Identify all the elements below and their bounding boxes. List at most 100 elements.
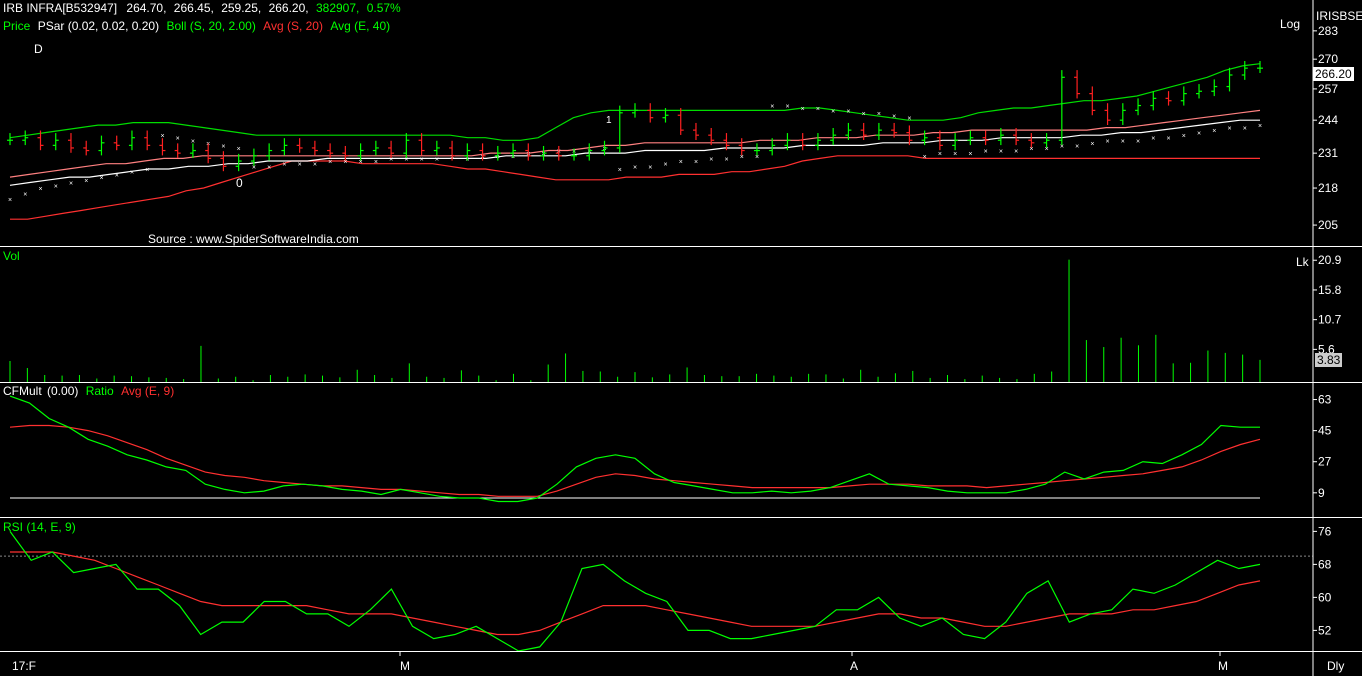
ohlc-bar-75 [1150, 91, 1157, 111]
psar-dot-55: × [846, 108, 850, 115]
boll-lower-line [10, 155, 1260, 220]
ohlc-bar-56 [860, 122, 867, 141]
legend-boll: Boll (S, 20, 2.00) [166, 19, 256, 33]
psar-dot-15: × [237, 146, 241, 153]
ohlc-bar-36 [555, 145, 562, 161]
ohlc-bar-13 [205, 143, 212, 164]
cfmult-tick-label-3: 63 [1318, 393, 1332, 407]
psar-dot-19: × [298, 162, 302, 169]
ohlc-bar-14 [220, 151, 227, 172]
volume-tick-label-3: 20.9 [1318, 253, 1342, 267]
ohlc-bar-3 [52, 133, 59, 151]
cfmult-pane [9, 395, 1261, 503]
ohlc-bar-74 [1135, 98, 1142, 116]
ohlc-bar-22 [342, 145, 349, 161]
psar-dot-48: × [740, 154, 744, 161]
ohlc-bar-39 [601, 140, 608, 156]
x-label-feb: 17:F [12, 659, 37, 673]
psar-dot-56: × [862, 111, 866, 118]
price-tick-label-4: 257 [1318, 82, 1338, 96]
symbol-label: IRB INFRA[B532947] [3, 1, 118, 15]
psar-dot-81: × [1243, 126, 1247, 133]
psar-dot-62: × [953, 151, 957, 158]
boll-upper-line [9, 63, 1261, 141]
psar-dot-68: × [1045, 146, 1049, 153]
psar-dot-5: × [84, 178, 88, 185]
psar-dot-40: × [618, 167, 622, 174]
psar-dot-61: × [938, 151, 942, 158]
psar-dot-1: × [23, 192, 27, 199]
psar-dot-10: × [160, 133, 164, 140]
cfmult-tick-label-1: 27 [1318, 455, 1332, 469]
psar-dot-20: × [313, 162, 317, 169]
psar-dot-50: × [770, 104, 774, 111]
psar-dot-69: × [1060, 143, 1064, 150]
ohlc-bar-28 [433, 140, 440, 156]
ohlc-bar-58 [891, 122, 898, 138]
ohlc-bar-52 [799, 133, 806, 151]
ohlc-bar-17 [266, 143, 273, 161]
psar-dot-12: × [191, 138, 195, 145]
psar-dot-82: × [1258, 123, 1262, 130]
open-value: 264.70, [126, 1, 167, 15]
period-label: Dly [1327, 659, 1345, 673]
ohlc-bar-27 [418, 133, 425, 156]
psar-dot-0: × [8, 197, 12, 204]
rsi-title: RSI (14, E, 9) [3, 520, 76, 534]
ohlc-bar-50 [769, 138, 776, 156]
rsi-tick-label-3: 76 [1318, 524, 1332, 538]
legend-avg-s: Avg (S, 20) [263, 19, 323, 33]
ohlc-bar-8 [128, 130, 135, 151]
psar-dot-44: × [679, 159, 683, 166]
ticker-label: IRISBSE [1316, 9, 1362, 23]
cfmult-tick-label-2: 45 [1318, 424, 1332, 438]
x-label-apr: A [850, 659, 859, 673]
ohlc-bar-72 [1104, 103, 1111, 126]
psar-dot-4: × [69, 181, 73, 188]
volume-tick-label-0: 5.6 [1318, 342, 1335, 356]
last-price-tag: 266.20 [1313, 67, 1354, 81]
rsi-line [9, 531, 1261, 652]
source-label: Source : www.SpiderSoftwareIndia.com [148, 232, 359, 246]
ohlc-bar-29 [449, 140, 456, 161]
ohlc-bar-26 [403, 133, 410, 158]
ohlc-bar-69 [1058, 70, 1065, 146]
cfm-param: (0.00) [47, 384, 79, 398]
ohlc-bar-64 [982, 130, 989, 146]
psar-dot-27: × [420, 156, 424, 163]
x-label-may: M [1218, 659, 1228, 673]
psar-dot-80: × [1228, 126, 1232, 133]
ohlc-bar-45 [692, 122, 699, 141]
price-tick-label-0: 205 [1318, 218, 1338, 232]
change-value: 0.57% [366, 1, 401, 15]
ohlc-bar-79 [1211, 79, 1218, 97]
ohlc-bar-0 [7, 133, 13, 146]
psar-dot-25: × [389, 156, 393, 163]
psar-dot-24: × [374, 159, 378, 166]
ohlc-bar-76 [1165, 91, 1172, 106]
psar-dot-28: × [435, 156, 439, 163]
header-bar: IRB INFRA[B532947] 264.70, 266.45, 259.2… [3, 1, 401, 15]
ohlc-bar-38 [586, 143, 593, 161]
psar-dot-54: × [831, 108, 835, 115]
ohlc-bar-10 [159, 138, 166, 156]
ohlc-bar-2 [37, 130, 44, 151]
volume-value: 382907, [315, 1, 360, 15]
psar-dot-23: × [359, 159, 363, 166]
psar-dot-16: × [252, 164, 256, 171]
ohlc-bar-62 [952, 133, 959, 151]
ohlc-bar-40 [616, 105, 623, 153]
psar-dot-75: × [1151, 136, 1155, 143]
ohlc-bar-80 [1226, 67, 1233, 92]
price-pane: × × × × × × × × × × × × × × × × × × × × × × × × × × × × × × × × × × × × × × × ×… [7, 60, 1263, 220]
ohlc-bar-59 [906, 125, 913, 146]
psar-dot-74: × [1136, 138, 1140, 145]
psar-dot-21: × [328, 159, 332, 166]
psar-dot-57: × [877, 111, 881, 118]
ohlc-bar-54 [830, 127, 837, 146]
ohlc-bar-66 [1013, 127, 1020, 146]
x-label-mar: M [400, 659, 410, 673]
ohlc-bar-41 [632, 103, 638, 118]
ohlc-bar-12 [189, 143, 196, 158]
